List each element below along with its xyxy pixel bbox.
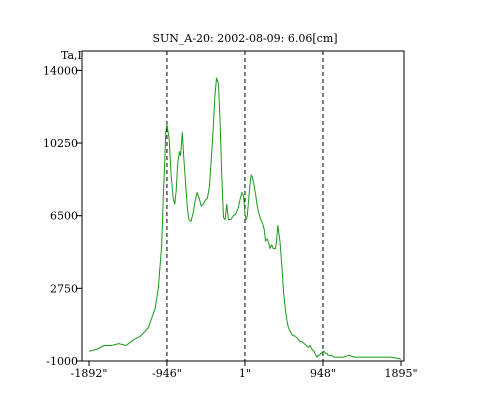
x-tick-label: 1" <box>239 367 251 380</box>
y-axis: 14000 10250 6500 2750 -1000 <box>43 64 82 368</box>
series-group <box>88 77 402 360</box>
x-axis: -1892" -946" 1" 948" 1895" <box>71 361 418 380</box>
y-tick-label: -1000 <box>46 355 78 368</box>
y-tick-label: 14000 <box>43 64 78 77</box>
y-axis-label: Ta,I <box>61 49 82 62</box>
x-tick-label: -1892" <box>71 367 108 380</box>
y-tick-label: 2750 <box>50 282 78 295</box>
x-tick-label: -946" <box>152 367 182 380</box>
x-tick-label: 1895" <box>384 367 417 380</box>
x-tick-label: 948" <box>310 367 336 380</box>
plot-frame <box>81 50 405 362</box>
series-line <box>88 77 402 360</box>
y-tick-label: 6500 <box>50 210 78 223</box>
chart-title: SUN_A-20: 2002-08-09: 6.06[cm] <box>152 32 337 45</box>
reference-lines <box>166 51 324 361</box>
y-tick-label: 10250 <box>43 137 78 150</box>
